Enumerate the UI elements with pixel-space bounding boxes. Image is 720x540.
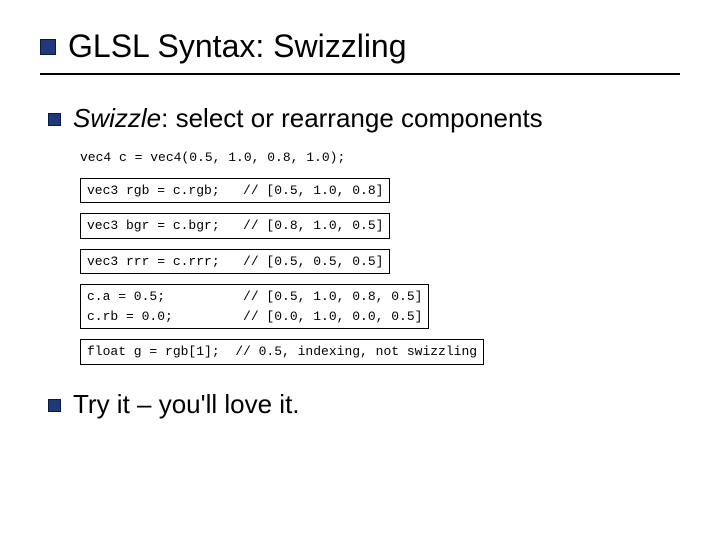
- slide-title: GLSL Syntax: Swizzling: [68, 28, 407, 65]
- bullet-outro-text: Try it – you'll love it.: [73, 389, 300, 420]
- title-row: GLSL Syntax: Swizzling: [40, 28, 680, 65]
- slide: GLSL Syntax: Swizzling Swizzle: select o…: [0, 0, 720, 540]
- code-area: vec4 c = vec4(0.5, 1.0, 0.8, 1.0); vec3 …: [80, 148, 680, 375]
- bullet-intro: Swizzle: select or rearrange components: [48, 103, 680, 134]
- bullet-icon: [48, 113, 61, 126]
- code-box-0: vec3 rgb = c.rgb; // [0.5, 1.0, 0.8]: [80, 178, 390, 204]
- code-box-3: c.a = 0.5; // [0.5, 1.0, 0.8, 0.5] c.rb …: [80, 284, 429, 329]
- bullet-outro: Try it – you'll love it.: [48, 389, 680, 420]
- title-bullet-icon: [40, 39, 56, 55]
- code-box-2: vec3 rrr = c.rrr; // [0.5, 0.5, 0.5]: [80, 249, 390, 275]
- bullet-intro-italic: Swizzle: [73, 103, 161, 133]
- title-rule: [40, 73, 680, 75]
- bullet-icon: [48, 399, 61, 412]
- bullet-intro-text: Swizzle: select or rearrange components: [73, 103, 543, 134]
- code-box-4: float g = rgb[1]; // 0.5, indexing, not …: [80, 339, 484, 365]
- code-box-1: vec3 bgr = c.bgr; // [0.8, 1.0, 0.5]: [80, 213, 390, 239]
- code-decl: vec4 c = vec4(0.5, 1.0, 0.8, 1.0);: [80, 148, 680, 168]
- bullet-intro-rest: : select or rearrange components: [161, 103, 543, 133]
